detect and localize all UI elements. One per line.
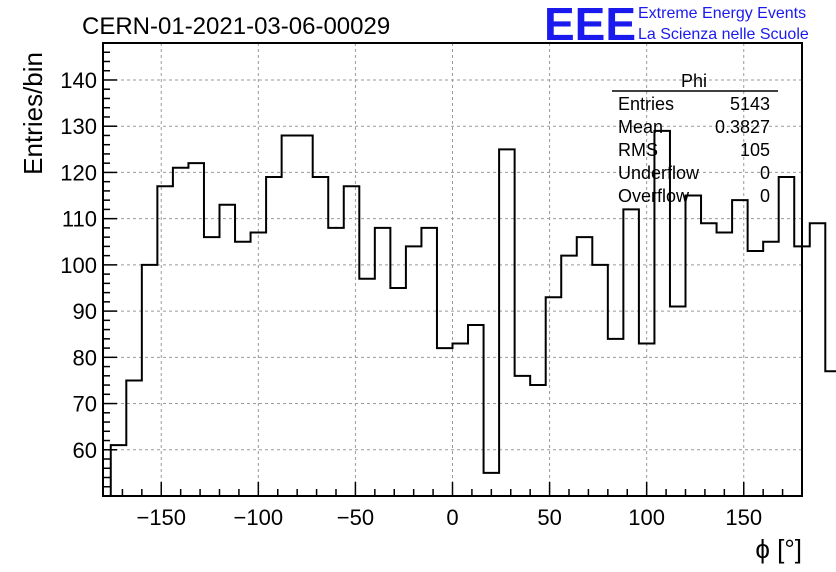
stats-label: Mean (618, 117, 663, 137)
x-tick-label: 50 (537, 505, 561, 530)
chart-title: CERN-01-2021-03-06-00029 (82, 13, 390, 40)
stats-label: Overflow (618, 186, 690, 206)
y-tick-label: 120 (60, 160, 97, 185)
logo-line-2: La Scienza nelle Scuole (638, 26, 809, 43)
stats-box: Phi Entries 5143 Mean 0.3827 RMS 105 Underflow… (612, 71, 778, 206)
grid (103, 43, 802, 496)
stats-label: Entries (618, 94, 674, 114)
y-tick-label: 140 (60, 68, 97, 93)
y-tick-label: 90 (73, 299, 97, 324)
x-tick-label: 100 (628, 505, 665, 530)
y-tick-label: 110 (62, 207, 97, 232)
axes: −150 −100 −50 0 50 100 150 60 70 80 90 100 110 120 130… (60, 42, 803, 530)
stats-value: 0.3827 (715, 117, 770, 137)
x-tick-label: 150 (725, 505, 762, 530)
y-axis-title: Entries/bin (18, 52, 48, 175)
stats-value: 5143 (730, 94, 770, 114)
eee-logo: EEE Extreme Energy Events La Scienza nel… (544, 0, 809, 50)
stats-value: 0 (760, 186, 770, 206)
stats-label: RMS (618, 140, 658, 160)
logo-line-1: Extreme Energy Events (638, 5, 806, 22)
histogram-line (109, 129, 836, 496)
x-tick-label: 0 (446, 505, 458, 530)
y-tick-label: 80 (73, 345, 97, 370)
x-tick-label: −50 (337, 505, 374, 530)
y-tick-label: 100 (60, 253, 97, 278)
x-tick-label: −100 (234, 505, 284, 530)
stats-value: 0 (760, 163, 770, 183)
stats-title: Phi (681, 71, 707, 91)
stats-value: 105 (740, 140, 770, 160)
stats-label: Underflow (618, 163, 700, 183)
y-tick-label: 70 (73, 392, 97, 417)
y-tick-label: 130 (60, 114, 97, 139)
y-tick-label: 60 (73, 438, 97, 463)
x-tick-label: −150 (136, 505, 186, 530)
eee-logo-mark: EEE (544, 0, 636, 50)
x-axis-title: ϕ [°] (755, 534, 802, 564)
